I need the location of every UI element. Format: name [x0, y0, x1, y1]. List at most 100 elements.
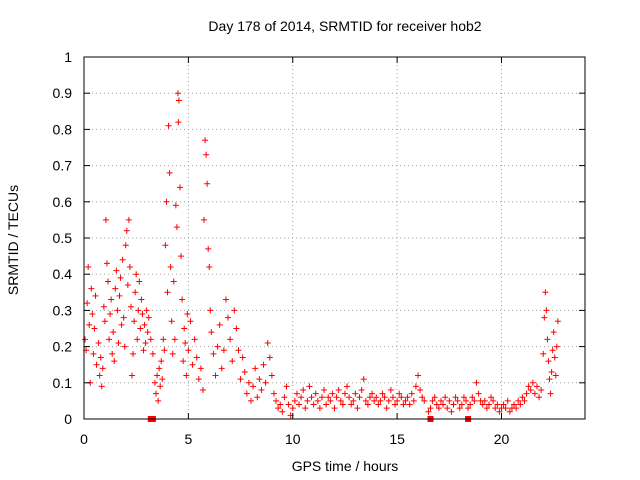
y-tick-label: 0.5	[53, 230, 73, 246]
plus-marker	[201, 216, 208, 223]
plus-marker	[110, 329, 117, 336]
x-tick-label: 5	[184, 431, 192, 447]
y-tick-label: 0.8	[53, 121, 73, 137]
plus-marker	[519, 394, 526, 401]
plus-marker	[220, 347, 227, 354]
plus-marker	[175, 119, 182, 126]
plus-marker	[109, 350, 116, 357]
plus-marker	[182, 339, 189, 346]
plus-marker	[126, 263, 133, 270]
plus-marker	[331, 405, 338, 412]
y-tick-label: 0.7	[53, 158, 73, 174]
plus-marker	[254, 394, 261, 401]
plus-marker	[154, 372, 161, 379]
plus-marker	[218, 365, 225, 372]
plus-marker	[189, 361, 196, 368]
plus-marker	[117, 274, 124, 281]
plus-marker	[157, 383, 164, 390]
plus-marker	[260, 361, 267, 368]
plus-marker	[101, 318, 108, 325]
plus-marker	[112, 285, 119, 292]
plus-marker	[394, 397, 401, 404]
y-tick-label: 0.3	[53, 302, 73, 318]
plus-marker	[106, 336, 113, 343]
plus-marker	[95, 339, 102, 346]
plus-marker	[325, 394, 332, 401]
plus-marker	[547, 390, 554, 397]
y-tick-label: 0.4	[53, 266, 73, 282]
plus-marker	[402, 397, 409, 404]
plus-marker	[136, 278, 143, 285]
plus-marker	[502, 405, 509, 412]
plus-marker	[456, 405, 463, 412]
plus-marker	[91, 325, 98, 332]
plus-marker	[298, 394, 305, 401]
plus-marker	[90, 350, 97, 357]
plus-marker	[98, 383, 105, 390]
plus-marker	[130, 350, 137, 357]
plus-marker	[415, 372, 421, 379]
plus-marker	[467, 401, 474, 408]
plus-marker	[167, 263, 174, 270]
plus-marker	[417, 387, 424, 394]
plus-marker	[352, 390, 359, 397]
plus-marker	[193, 354, 200, 361]
plus-marker	[511, 401, 518, 408]
plus-marker	[346, 394, 353, 401]
plus-marker	[207, 307, 214, 314]
plus-marker	[229, 358, 236, 365]
plus-marker	[102, 216, 109, 223]
plus-marker	[252, 365, 259, 372]
plus-marker	[277, 401, 284, 408]
plus-marker	[214, 343, 221, 350]
plus-marker	[356, 394, 363, 401]
plus-marker	[248, 397, 254, 404]
plus-marker	[281, 394, 288, 401]
plus-marker	[173, 224, 180, 231]
plus-marker	[302, 405, 309, 412]
plus-marker	[163, 198, 170, 205]
plus-marker	[210, 350, 217, 357]
plus-marker	[389, 394, 396, 401]
plus-marker	[113, 267, 120, 274]
plus-marker	[323, 401, 330, 408]
plus-marker	[256, 376, 263, 383]
plus-marker	[469, 394, 476, 401]
plus-marker	[115, 339, 122, 346]
plus-marker	[549, 347, 556, 354]
plus-marker	[107, 311, 114, 318]
plus-marker	[161, 347, 168, 354]
plus-marker	[155, 397, 162, 404]
plus-marker	[121, 343, 128, 350]
plus-marker	[327, 397, 334, 404]
plus-marker	[551, 354, 558, 361]
plus-marker	[122, 242, 129, 249]
plus-marker	[398, 394, 405, 401]
plus-marker	[523, 390, 530, 397]
plus-marker	[195, 376, 202, 383]
plus-marker	[205, 245, 212, 252]
plus-marker	[144, 329, 151, 336]
plus-marker	[387, 387, 394, 394]
plus-marker	[191, 336, 198, 343]
plus-marker	[364, 401, 371, 408]
plus-marker	[412, 383, 419, 390]
plus-marker	[392, 401, 399, 408]
plus-marker	[131, 318, 138, 325]
plus-marker	[350, 397, 357, 404]
plus-marker	[513, 405, 520, 412]
plus-marker	[396, 390, 403, 397]
plus-marker	[164, 289, 171, 296]
plus-marker	[225, 314, 232, 321]
plus-marker	[318, 394, 325, 401]
plus-marker	[366, 394, 373, 401]
plus-marker	[490, 397, 497, 404]
plus-marker	[82, 336, 89, 343]
plus-marker	[268, 372, 275, 379]
plus-marker	[178, 253, 185, 260]
x-tick-label: 20	[494, 431, 510, 447]
plus-marker	[245, 379, 252, 386]
plus-marker	[262, 379, 269, 386]
plus-marker	[500, 401, 507, 408]
